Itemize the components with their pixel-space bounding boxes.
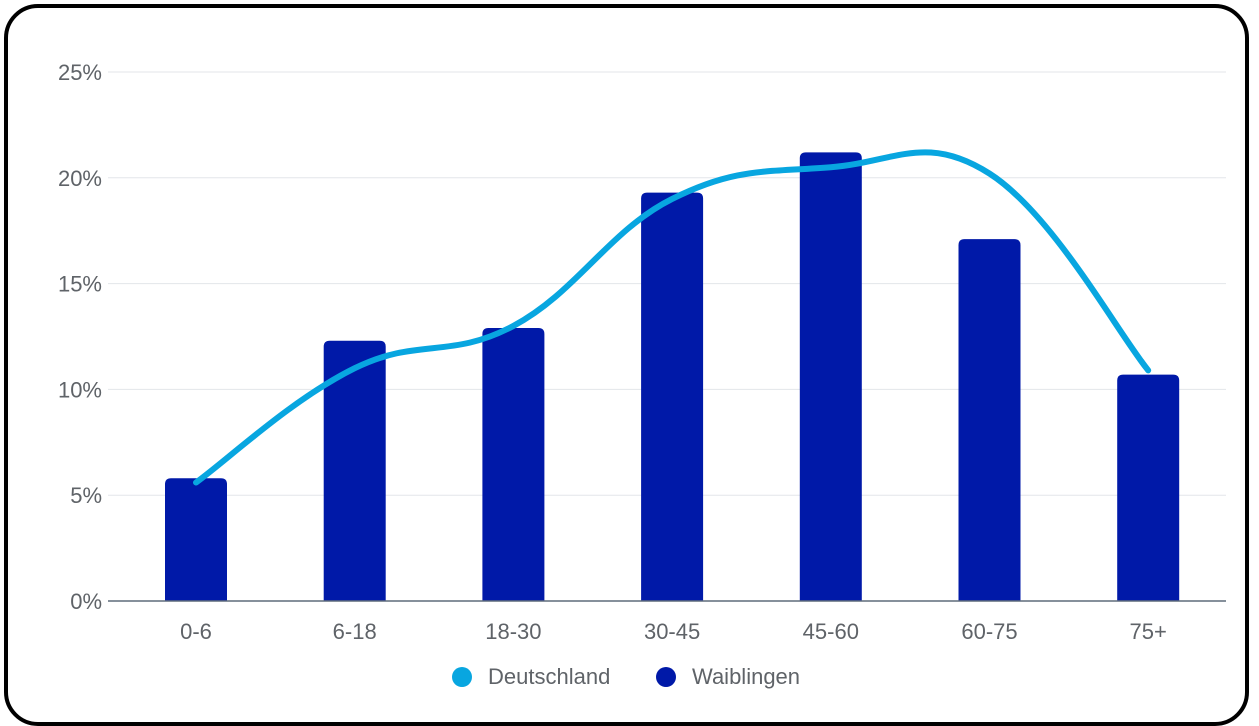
x-tick-label: 6-18	[333, 619, 377, 644]
y-tick-label: 5%	[70, 483, 102, 508]
bar-18-30	[482, 328, 544, 601]
y-tick-label: 0%	[70, 589, 102, 614]
y-tick-label: 25%	[58, 60, 102, 85]
bar-60-75	[959, 239, 1021, 601]
legend-item: Deutschland	[452, 664, 610, 689]
legend-item: Waiblingen	[656, 664, 800, 689]
x-tick-label: 18-30	[485, 619, 541, 644]
bar-45-60	[800, 152, 862, 601]
x-tick-label: 45-60	[803, 619, 859, 644]
x-tick-label: 30-45	[644, 619, 700, 644]
y-tick-label: 10%	[58, 377, 102, 402]
bars-waiblingen	[165, 152, 1179, 601]
y-tick-label: 15%	[58, 272, 102, 297]
legend-marker	[656, 667, 676, 687]
y-tick-label: 20%	[58, 166, 102, 191]
x-tick-label: 75+	[1130, 619, 1167, 644]
legend-marker	[452, 667, 472, 687]
x-axis-ticks: 0-6 6-18 18-30 30-45 45-60 60-75 75+	[180, 619, 1167, 644]
legend: Deutschland Waiblingen	[452, 664, 800, 689]
y-axis-ticks: 0% 5% 10% 15% 20% 25%	[58, 60, 102, 614]
bar-0-6	[165, 478, 227, 601]
x-tick-label: 60-75	[961, 619, 1017, 644]
x-tick-label: 0-6	[180, 619, 212, 644]
bar-30-45	[641, 193, 703, 601]
legend-label: Deutschland	[488, 664, 610, 689]
legend-label: Waiblingen	[692, 664, 800, 689]
bar-75+	[1117, 375, 1179, 601]
